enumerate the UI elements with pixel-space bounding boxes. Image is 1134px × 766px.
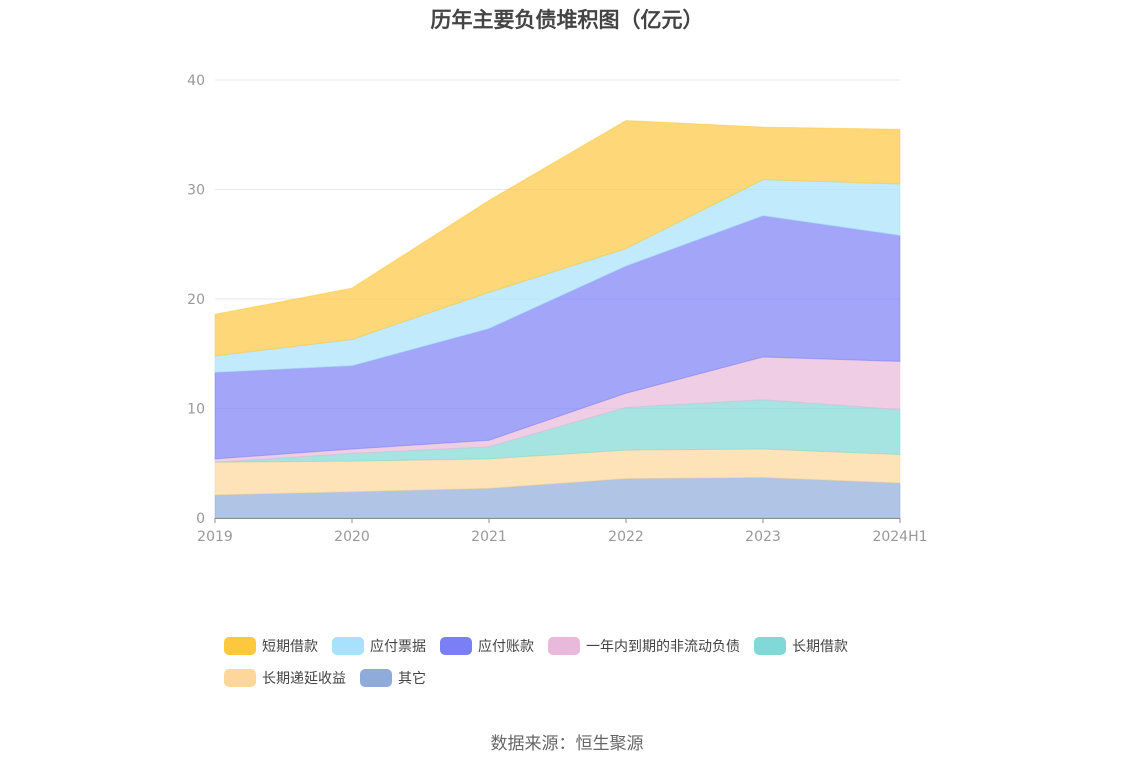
x-tick-label: 2023 [745,529,781,545]
legend-label: 应付账款 [478,639,534,655]
legend-item[interactable]: 一年内到期的非流动负债 [548,636,740,656]
y-tick-label: 40 [187,73,205,89]
legend-swatch [754,637,786,655]
legend-swatch [224,637,256,655]
legend-item[interactable]: 应付票据 [332,636,426,656]
legend-row: 长期递延收益 其它 [224,662,944,694]
legend-swatch [332,637,364,655]
x-tick-label: 2021 [471,529,507,545]
x-tick-label: 2020 [334,529,370,545]
y-tick-label: 20 [187,292,205,308]
legend-label: 短期借款 [262,639,318,655]
legend-item[interactable]: 长期递延收益 [224,668,346,688]
y-tick-label: 30 [187,183,205,199]
legend-swatch [548,637,580,655]
x-tick-label: 2022 [608,529,644,545]
legend-label: 其它 [398,671,426,687]
source-note: 数据来源：恒生聚源 [490,734,644,754]
legend: 短期借款 应付票据 应付账款 一年内到期的非流动负债 长期借款 长期递延收益 其它 [224,630,944,694]
legend-row: 短期借款 应付票据 应付账款 一年内到期的非流动负债 长期借款 [224,630,944,662]
area-series[interactable] [214,119,901,357]
legend-item[interactable]: 其它 [360,668,426,688]
legend-item[interactable]: 应付账款 [440,636,534,656]
legend-swatch [360,669,392,687]
legend-swatch [224,669,256,687]
x-tick-label: 2024H1 [872,529,927,545]
legend-label: 一年内到期的非流动负债 [586,639,740,655]
chart-title: 历年主要负债堆积图（亿元） [430,8,704,32]
legend-label: 长期递延收益 [262,671,346,687]
legend-item[interactable]: 短期借款 [224,636,318,656]
legend-swatch [440,637,472,655]
legend-item[interactable]: 长期借款 [754,636,848,656]
y-tick-label: 10 [187,402,205,418]
legend-label: 长期借款 [792,639,848,655]
y-tick-label: 0 [196,511,205,527]
legend-label: 应付票据 [370,639,426,655]
x-tick-label: 2019 [197,529,233,545]
